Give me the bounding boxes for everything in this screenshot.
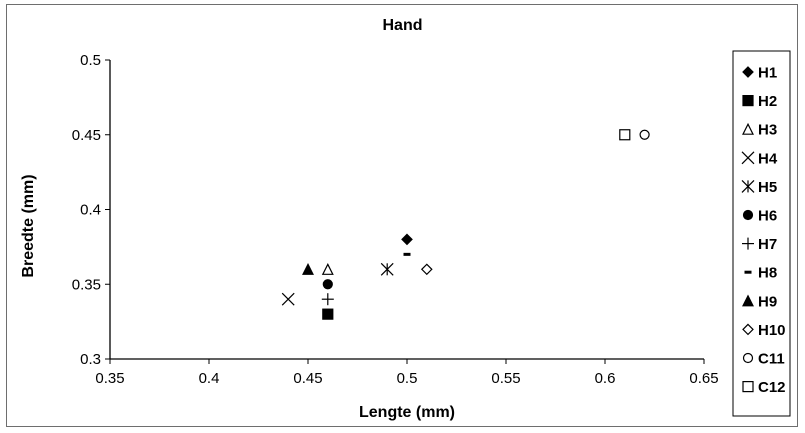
legend-label-c12: C12 (758, 379, 786, 396)
legend-label-h6: H6 (758, 208, 777, 225)
legend-label-h8: H8 (758, 265, 777, 282)
data-point-c12 (619, 129, 631, 141)
x-axis-label: Lengte (mm) (359, 404, 455, 421)
chart-frame (6, 4, 798, 427)
y-tick-label: 0.45 (72, 127, 101, 144)
legend-label-h10: H10 (758, 322, 786, 339)
legend-marker-h6 (742, 209, 754, 221)
x-tick-label: 0.65 (689, 370, 718, 387)
legend-box (732, 50, 791, 417)
y-tick-label: 0.5 (80, 52, 101, 69)
legend-marker-h4 (741, 151, 755, 165)
legend-label-h1: H1 (758, 65, 777, 82)
x-tick-label: 0.55 (491, 370, 520, 387)
x-tick-label: 0.5 (397, 370, 418, 387)
legend-marker-h1 (742, 66, 754, 78)
data-points (281, 129, 650, 320)
data-point-h8 (403, 252, 411, 256)
legend-marker-h10 (742, 323, 754, 336)
data-point-h5 (380, 262, 394, 276)
x-ticks: 0.35 0.4 0.45 0.5 0.55 0.6 0.65 (95, 359, 719, 387)
legend: H1 H2 H3 H4 H5 H6 H7 H8 H9 H10 C11 C12 (741, 65, 786, 396)
legend-marker-h3 (742, 122, 754, 135)
x-tick-label: 0.4 (199, 370, 220, 387)
legend-marker-h2 (742, 94, 754, 107)
legend-marker-c11 (742, 352, 754, 364)
legend-label-c11: C11 (758, 351, 785, 368)
y-ticks: 0.3 0.35 0.4 0.45 0.5 (72, 52, 110, 368)
data-point-h1 (401, 233, 413, 246)
legend-label-h7: H7 (758, 236, 777, 253)
legend-label-h2: H2 (758, 93, 777, 110)
legend-marker-h8 (744, 270, 752, 274)
legend-label-h9: H9 (758, 293, 777, 310)
legend-marker-h5 (741, 179, 755, 193)
legend-label-h5: H5 (758, 179, 777, 196)
data-point-c11 (639, 129, 650, 140)
legend-label-h4: H4 (758, 150, 778, 167)
x-tick-label: 0.35 (95, 370, 124, 387)
y-tick-label: 0.35 (72, 276, 101, 293)
data-point-h2 (322, 308, 334, 320)
x-tick-label: 0.45 (293, 370, 322, 387)
x-tick-label: 0.6 (595, 370, 616, 387)
data-point-h6 (322, 279, 333, 290)
legend-marker-c12 (742, 381, 754, 393)
legend-marker-h7 (742, 237, 754, 250)
data-point-h7 (321, 293, 334, 306)
chart-title: Hand (382, 17, 423, 34)
legend-label-h3: H3 (758, 122, 777, 139)
data-point-h9 (302, 262, 314, 275)
data-point-h10 (420, 263, 433, 276)
y-tick-label: 0.4 (80, 202, 101, 219)
legend-marker-h9 (742, 294, 754, 307)
data-point-h3 (321, 262, 334, 275)
axes (109, 60, 704, 360)
y-tick-label: 0.3 (80, 351, 101, 368)
data-point-h4 (281, 292, 295, 306)
